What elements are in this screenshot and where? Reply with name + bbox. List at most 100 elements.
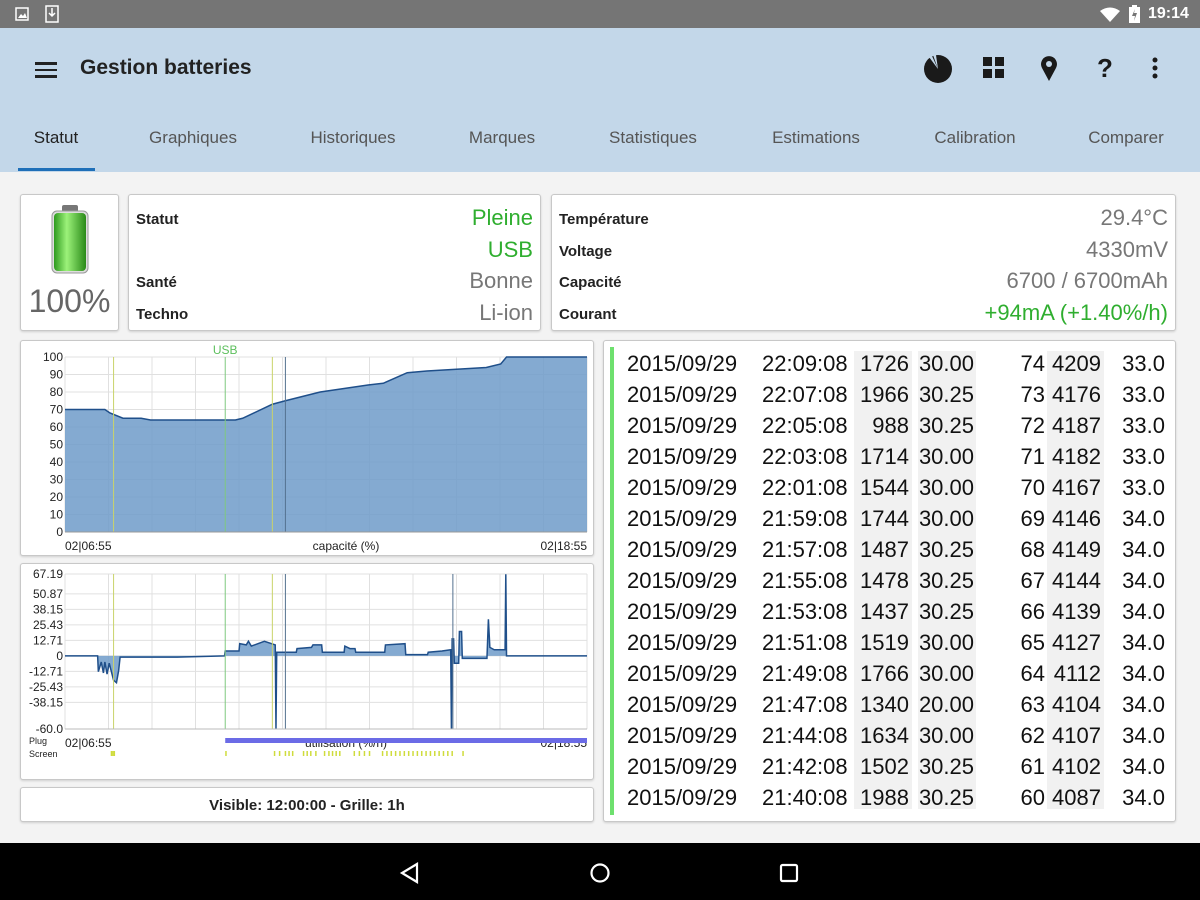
screen-on-mark xyxy=(442,751,445,756)
tab-statistiques[interactable]: Statistiques xyxy=(609,128,697,147)
screen-on-mark xyxy=(425,751,427,756)
table-cell: 2015/09/29 xyxy=(627,785,738,810)
table-row[interactable]: 2015/09/29 22:07:08 1966 30.25 73 4176 33.0 xyxy=(604,378,1175,409)
y-tick-label: -12.71 xyxy=(29,664,63,678)
table-cell: 60 xyxy=(1020,785,1045,810)
table-cell: 34.0 xyxy=(1122,692,1165,717)
y-tick-label: 80 xyxy=(50,385,64,399)
table-row[interactable]: 2015/09/29 22:05:08 988 30.25 72 4187 33.0 xyxy=(604,409,1175,440)
tab-marques[interactable]: Marques xyxy=(468,128,536,147)
table-cell: 30.00 xyxy=(918,351,974,376)
y-tick-label: 90 xyxy=(50,368,64,382)
table-cell: 21:47:08 xyxy=(762,692,848,717)
tab-graphiques[interactable]: Graphiques xyxy=(149,128,237,147)
detail-row: Capacité 6700 / 6700mAh xyxy=(552,266,1175,298)
table-row[interactable]: 2015/09/29 21:44:08 1634 30.00 62 4107 34.0 xyxy=(604,719,1175,750)
table-cell: 2015/09/29 xyxy=(627,692,738,717)
table-cell: 22:01:08 xyxy=(762,475,848,500)
status-value: Bonne xyxy=(469,268,533,293)
screen-on-mark xyxy=(434,751,436,756)
table-cell: 73 xyxy=(1020,382,1045,407)
screen-on-mark xyxy=(331,751,334,756)
table-cell: 72 xyxy=(1020,413,1045,438)
tab-historiques[interactable]: Historiques xyxy=(310,128,396,147)
tab-calibration[interactable]: Calibration xyxy=(934,128,1016,147)
menu-icon[interactable] xyxy=(35,58,57,82)
table-row[interactable]: 2015/09/29 21:59:08 1744 30.00 69 4146 34.0 xyxy=(604,502,1175,533)
detail-value: 29.4°C xyxy=(1100,205,1168,230)
table-row[interactable]: 2015/09/29 21:53:08 1437 30.25 66 4139 34.0 xyxy=(604,595,1175,626)
visible-range-button[interactable]: Visible: 12:00:00 - Grille: 1h xyxy=(20,787,594,822)
table-row[interactable]: 2015/09/29 21:47:08 1340 20.00 63 4104 34.0 xyxy=(604,688,1175,719)
screen-on-mark xyxy=(273,751,276,756)
table-cell: 30.00 xyxy=(918,723,974,748)
tab-statut[interactable]: Statut xyxy=(33,128,79,147)
table-row[interactable]: 2015/09/29 21:51:08 1519 30.00 65 4127 34.0 xyxy=(604,626,1175,657)
series-line xyxy=(65,356,587,421)
table-cell: 1437 xyxy=(860,599,909,624)
table-cell: 22:07:08 xyxy=(762,382,848,407)
table-cell: 1544 xyxy=(860,475,909,500)
y-tick-label: -25.43 xyxy=(29,680,63,694)
table-cell: 4167 xyxy=(1052,475,1101,500)
table-cell: 2015/09/29 xyxy=(627,661,738,686)
table-row[interactable]: 2015/09/29 22:01:08 1544 30.00 70 4167 33.0 xyxy=(604,471,1175,502)
table-cell: 61 xyxy=(1020,754,1045,779)
screen-on-mark xyxy=(412,751,414,756)
table-cell: 1766 xyxy=(860,661,909,686)
table-cell: 21:42:08 xyxy=(762,754,848,779)
y-tick-label: 40 xyxy=(50,455,64,469)
table-cell: 2015/09/29 xyxy=(627,475,738,500)
tab-estimations[interactable]: Estimations xyxy=(772,128,860,147)
column-shade xyxy=(1047,351,1104,809)
pie-chart-icon[interactable] xyxy=(919,50,955,86)
detail-row: Courant +94mA (+1.40%/h) xyxy=(552,298,1175,330)
table-cell: 30.00 xyxy=(918,506,974,531)
detail-value: 4330mV xyxy=(1086,236,1168,262)
table-row[interactable]: 2015/09/29 21:57:08 1487 30.25 68 4149 34.0 xyxy=(604,533,1175,564)
table-cell: 1634 xyxy=(860,723,909,748)
table-cell: 2015/09/29 xyxy=(627,568,738,593)
table-row[interactable]: 2015/09/29 21:49:08 1766 30.00 64 4112 34.0 xyxy=(604,657,1175,688)
table-row[interactable]: 2015/09/29 22:09:08 1726 30.00 74 4209 33.0 xyxy=(604,347,1175,378)
screen-on-mark xyxy=(399,751,401,756)
table-row[interactable]: 2015/09/29 22:03:08 1714 30.00 71 4182 33.0 xyxy=(604,440,1175,471)
battery-charging-icon xyxy=(1129,5,1140,23)
table-cell: 4139 xyxy=(1052,599,1101,624)
column-shade xyxy=(854,351,912,809)
table-cell: 34.0 xyxy=(1122,537,1165,562)
status-card: Statut Pleine USB Santé Bonne Techno Li-ion xyxy=(128,194,541,331)
tab-comparer[interactable]: Comparer xyxy=(1088,128,1164,147)
y-tick-label: 67.19 xyxy=(33,567,63,581)
status-value: Pleine xyxy=(471,205,533,230)
image-icon xyxy=(15,7,29,21)
detail-label: Courant xyxy=(559,305,617,323)
table-row[interactable]: 2015/09/29 21:40:08 1988 30.25 60 4087 34.0 xyxy=(604,781,1175,812)
grid-icon[interactable] xyxy=(976,50,1012,86)
table-row[interactable]: 2015/09/29 21:42:08 1502 30.25 61 4102 34.0 xyxy=(604,750,1175,781)
table-cell: 33.0 xyxy=(1122,475,1165,500)
table-cell: 70 xyxy=(1020,475,1045,500)
table-cell: 69 xyxy=(1020,506,1045,531)
help-icon[interactable]: ? xyxy=(1097,52,1113,83)
table-cell: 34.0 xyxy=(1122,506,1165,531)
screen-on-mark xyxy=(358,751,361,756)
more-vert-icon[interactable] xyxy=(1137,50,1173,86)
back-icon[interactable] xyxy=(399,862,421,884)
recents-icon[interactable] xyxy=(779,863,799,883)
table-cell: 21:55:08 xyxy=(762,568,848,593)
table-row[interactable]: 2015/09/29 21:55:08 1478 30.25 67 4144 34.0 xyxy=(604,564,1175,595)
screen-on-mark xyxy=(390,751,393,756)
table-cell: 22:09:08 xyxy=(762,351,848,376)
status-value: Li-ion xyxy=(479,299,533,325)
screen-on-mark xyxy=(328,751,330,756)
y-tick-label: 70 xyxy=(50,403,64,417)
x-end-label: 02|18:55 xyxy=(541,539,588,553)
table-cell: 65 xyxy=(1020,630,1045,655)
detail-row: Voltage 4330mV xyxy=(552,235,1175,267)
home-icon[interactable] xyxy=(589,862,611,884)
table-cell: 2015/09/29 xyxy=(627,537,738,562)
location-pin-icon[interactable] xyxy=(1031,50,1067,86)
detail-value: 6700 / 6700mAh xyxy=(1006,268,1168,293)
